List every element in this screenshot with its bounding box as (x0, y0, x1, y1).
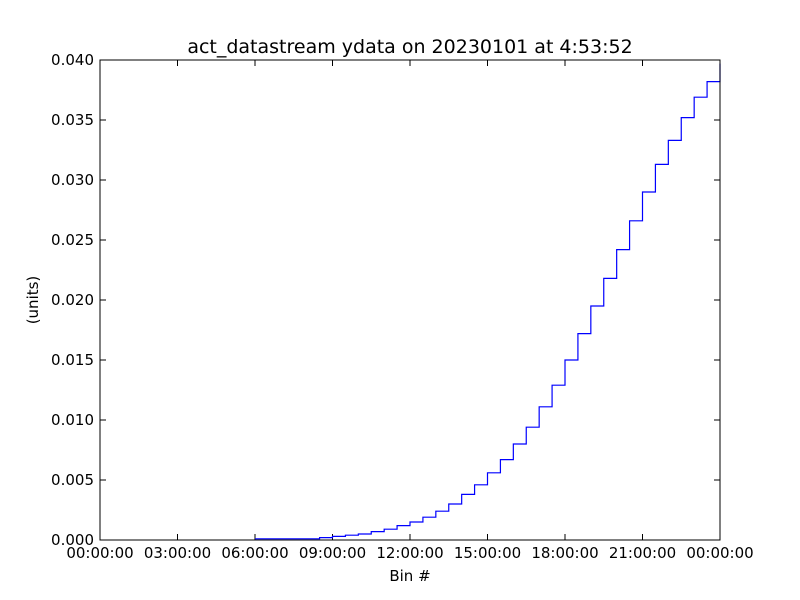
y-tick-label: 0.035 (51, 111, 94, 129)
y-tick-label: 0.025 (51, 231, 94, 249)
y-tick-label: 0.020 (51, 291, 94, 309)
x-tick-label: 03:00:00 (144, 544, 211, 562)
y-axis: 0.000 0.005 0.010 0.015 0.020 0.025 0.030 0.035… (51, 51, 720, 549)
series-step-line (255, 63, 721, 540)
plot-area (99, 59, 721, 541)
y-axis-label: (units) (24, 276, 42, 325)
x-tick-label: 00:00:00 (66, 544, 133, 562)
x-tick-label: 21:00:00 (609, 544, 676, 562)
x-tick-label: 12:00:00 (376, 544, 443, 562)
y-tick-label: 0.010 (51, 411, 94, 429)
x-axis: 00:00:00 03:00:00 06:00:00 09:00:00 12:00:00… (66, 60, 754, 562)
y-tick-label: 0.030 (51, 171, 94, 189)
y-tick-label: 0.005 (51, 471, 94, 489)
x-tick-label: 00:00:00 (686, 544, 753, 562)
chart-title: act_datastream ydata on 20230101 at 4:53… (187, 36, 632, 58)
y-tick-label: 0.015 (51, 351, 94, 369)
series-layer (255, 63, 721, 540)
x-tick-label: 18:00:00 (531, 544, 598, 562)
x-tick-label: 09:00:00 (299, 544, 366, 562)
x-tick-label: 06:00:00 (221, 544, 288, 562)
y-tick-label: 0.000 (51, 531, 94, 549)
x-tick-label: 15:00:00 (454, 544, 521, 562)
x-axis-label: Bin # (389, 567, 430, 585)
y-tick-label: 0.040 (51, 51, 94, 69)
